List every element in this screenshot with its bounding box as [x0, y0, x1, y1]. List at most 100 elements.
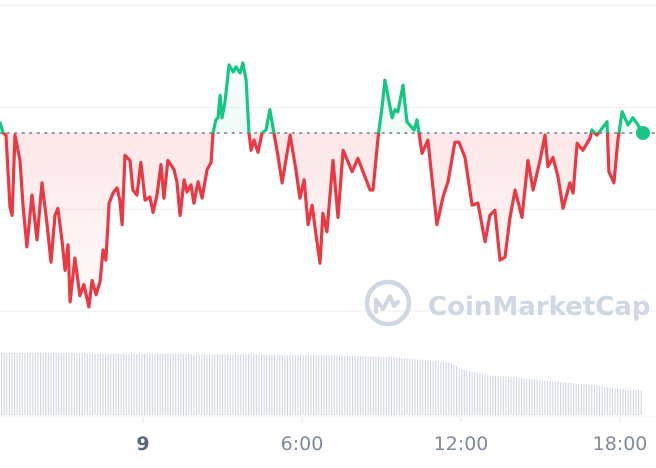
volume-bar: [206, 354, 208, 415]
data-point: [557, 176, 558, 177]
volume-bar: [427, 360, 429, 415]
volume-bar: [367, 356, 369, 415]
volume-bar: [417, 359, 419, 415]
x-tick-label: 6:00: [281, 433, 324, 455]
data-point: [499, 260, 500, 261]
data-point: [377, 136, 378, 137]
volume-bar: [1, 353, 3, 415]
price-line-up[interactable]: [0, 61, 644, 307]
x-axis-ticks: 9 6:00 12:00 18:00: [136, 417, 647, 455]
volume-bar: [547, 380, 549, 415]
volume-bar: [172, 353, 174, 415]
volume-bar: [263, 354, 265, 415]
data-point: [576, 143, 577, 144]
data-point: [637, 124, 638, 125]
data-point: [458, 142, 459, 143]
volume-bar: [362, 356, 364, 415]
data-point: [392, 117, 393, 118]
volume-bar: [474, 372, 476, 415]
volume-bar: [393, 357, 395, 415]
data-point: [261, 132, 262, 133]
volume-bar: [141, 353, 143, 415]
data-point: [215, 119, 216, 120]
volume-bar: [253, 354, 255, 415]
volume-bar: [627, 389, 629, 415]
volume-bar: [476, 372, 478, 415]
data-point: [124, 155, 125, 156]
volume-bar: [21, 353, 23, 415]
volume-bar: [378, 356, 380, 415]
coinmarketcap-logo-icon: [364, 279, 412, 327]
price-line-down[interactable]: [0, 63, 642, 309]
volume-bar: [19, 353, 21, 415]
volume-bar: [89, 353, 91, 415]
data-point: [140, 162, 141, 163]
watermark: CoinMarketCap: [364, 279, 651, 327]
volume-bar: [58, 353, 60, 415]
data-point: [591, 129, 592, 130]
volume-bar: [344, 355, 346, 415]
volume-bar: [315, 355, 317, 415]
volume-bar: [573, 383, 575, 415]
volume-bar: [105, 353, 107, 415]
volume-bar: [24, 353, 26, 415]
volume-bar: [346, 355, 348, 415]
data-point: [504, 256, 505, 257]
volume-bar: [8, 353, 10, 415]
volume-bar: [320, 355, 322, 415]
volume-bar: [380, 356, 382, 415]
data-point: [617, 140, 618, 141]
data-point: [239, 72, 240, 73]
volume-bar: [183, 353, 185, 415]
data-point: [57, 208, 58, 209]
volume-bar: [541, 380, 543, 415]
volume-bar: [487, 375, 489, 415]
data-point: [357, 158, 358, 159]
volume-bar: [159, 353, 161, 415]
volume-bar: [45, 353, 47, 415]
data-point: [183, 179, 184, 180]
volume-bar: [318, 355, 320, 415]
data-point: [562, 208, 563, 209]
data-point: [489, 215, 490, 216]
volume-bar: [614, 388, 616, 415]
volume-bar: [622, 389, 624, 415]
watermark-text: CoinMarketCap: [428, 292, 651, 322]
volume-bar: [570, 383, 572, 415]
volume-bar: [619, 388, 621, 415]
data-point: [304, 179, 305, 180]
data-point: [242, 62, 243, 63]
data-point: [397, 111, 398, 112]
data-point: [447, 181, 448, 182]
data-point: [311, 205, 312, 206]
volume-bar: [14, 353, 16, 415]
volume-bar: [203, 354, 205, 415]
volume-bar: [515, 377, 517, 415]
volume-bar: [279, 354, 281, 415]
volume-bar: [224, 354, 226, 415]
data-point: [421, 153, 422, 154]
volume-bar: [281, 354, 283, 415]
current-price-dot[interactable]: [635, 126, 650, 141]
volume-bar: [84, 353, 86, 415]
volume-bar: [349, 355, 351, 415]
x-tick-label: 12:00: [434, 433, 489, 455]
volume-bar: [432, 360, 434, 415]
volume-bar: [16, 353, 18, 415]
volume-bar: [216, 354, 218, 415]
volume-bar: [242, 354, 244, 415]
volume-bar: [482, 374, 484, 415]
volume-bar: [302, 354, 304, 415]
volume-bar: [180, 353, 182, 415]
volume-bar: [292, 354, 294, 415]
volume-bar: [136, 353, 138, 415]
volume-bar: [222, 354, 224, 415]
volume-bar: [151, 353, 153, 415]
data-point: [442, 196, 443, 197]
volume-bar: [27, 353, 29, 415]
data-point: [282, 182, 283, 183]
volume-bar: [170, 353, 172, 415]
volume-bar: [261, 354, 263, 415]
volume-bar: [149, 353, 151, 415]
volume-bar: [440, 361, 442, 415]
